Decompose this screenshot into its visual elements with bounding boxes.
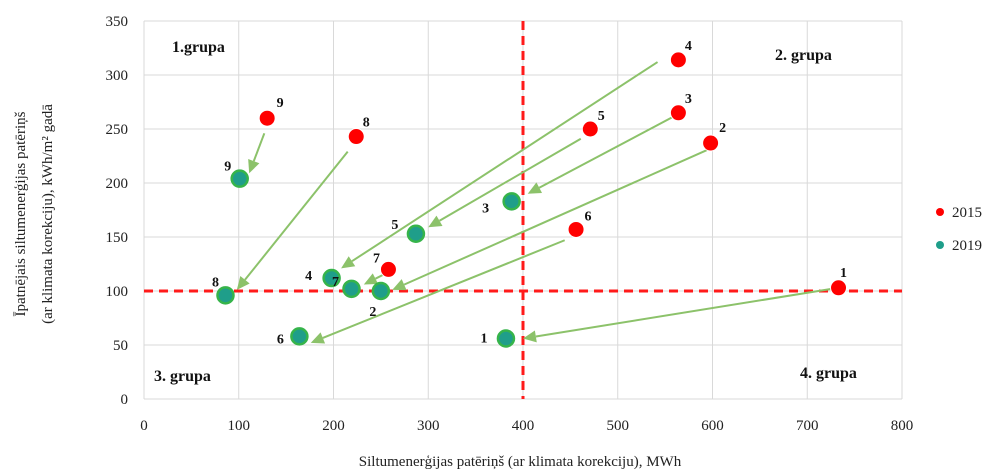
group-label-3: 3. grupa bbox=[154, 368, 211, 385]
threshold-lines bbox=[144, 21, 902, 399]
point-label-2015-7: 7 bbox=[373, 251, 380, 266]
point-labels: 1 2 3 4 5 6 7 8 9 1 2 3 4 5 6 7 8 9 bbox=[212, 39, 847, 347]
arrow-line-1 bbox=[535, 286, 839, 338]
x-tick-label: 600 bbox=[701, 418, 724, 434]
x-tick-label: 100 bbox=[228, 418, 251, 434]
point-2019-1 bbox=[496, 329, 516, 348]
x-tick-label: 700 bbox=[796, 418, 819, 434]
arrow-line-5 bbox=[438, 137, 582, 222]
point-2015-5 bbox=[581, 120, 599, 138]
point-2015-1 bbox=[830, 279, 848, 297]
point-2019-5 bbox=[406, 224, 426, 244]
point-label-2019-9: 9 bbox=[224, 160, 231, 175]
point-2019-7 bbox=[342, 279, 361, 299]
legend-label-2019: 2019 bbox=[952, 238, 982, 254]
arrow-head-7 bbox=[363, 273, 379, 285]
y-tick-label: 100 bbox=[106, 284, 129, 300]
point-2019-6 bbox=[290, 327, 309, 346]
legend-marker-2015 bbox=[936, 208, 944, 216]
arrow-line-9 bbox=[252, 132, 266, 162]
point-2019-3 bbox=[502, 192, 521, 211]
point-label-2015-4: 4 bbox=[685, 39, 692, 54]
arrow-head-4 bbox=[341, 256, 356, 269]
group-label-4: 4. grupa bbox=[800, 365, 857, 382]
point-label-2019-6: 6 bbox=[277, 332, 284, 347]
arrow-head-3 bbox=[527, 182, 543, 194]
point-label-2019-4: 4 bbox=[305, 269, 312, 284]
y-tick-label: 200 bbox=[106, 176, 129, 192]
point-2015-2 bbox=[702, 134, 720, 152]
arrow-head-2 bbox=[392, 279, 407, 291]
y-tick-label: 50 bbox=[113, 338, 128, 354]
y-axis-title-line2: (ar klimata korekciju), kWh/m² gadā bbox=[40, 104, 56, 324]
arrow-line-6 bbox=[322, 239, 566, 339]
arrow-head-9 bbox=[248, 158, 260, 174]
y-tick-label: 300 bbox=[106, 68, 129, 84]
arrow-head-1 bbox=[523, 330, 537, 343]
point-2015-7 bbox=[379, 260, 397, 278]
point-2019-9 bbox=[230, 169, 249, 188]
y-axis-title-line1: Īpatnējais siltumenerģijas patēriņš bbox=[13, 111, 29, 316]
arrow-line-2 bbox=[403, 147, 712, 286]
y-tick-label: 0 bbox=[121, 392, 129, 408]
arrow-line-8 bbox=[244, 151, 349, 281]
arrow-head-8 bbox=[236, 276, 250, 290]
point-label-2015-2: 2 bbox=[719, 121, 726, 136]
x-tick-label: 300 bbox=[417, 418, 440, 434]
point-2015-3 bbox=[669, 104, 687, 122]
tick-labels: 0 100 200 300 400 500 600 700 800 0 50 100 150 200 250… bbox=[106, 14, 914, 434]
point-label-2019-1: 1 bbox=[480, 332, 487, 347]
x-tick-label: 400 bbox=[512, 418, 535, 434]
arrows bbox=[236, 61, 839, 344]
point-2019-4 bbox=[322, 268, 341, 288]
data-points bbox=[216, 51, 848, 348]
legend: 2015 2019 bbox=[936, 205, 982, 254]
point-label-2019-7: 7 bbox=[332, 275, 339, 290]
point-2015-4 bbox=[669, 51, 687, 69]
point-label-2015-5: 5 bbox=[598, 109, 605, 124]
legend-label-2015: 2015 bbox=[952, 205, 982, 221]
x-tick-label: 200 bbox=[322, 418, 345, 434]
y-tick-label: 150 bbox=[106, 230, 129, 246]
point-label-2019-5: 5 bbox=[391, 218, 398, 233]
arrow-head-5 bbox=[428, 215, 443, 228]
y-tick-label: 250 bbox=[106, 122, 129, 138]
arrow-line-4 bbox=[351, 61, 659, 263]
point-label-2015-8: 8 bbox=[363, 116, 370, 131]
x-tick-label: 800 bbox=[891, 418, 914, 434]
point-label-2015-9: 9 bbox=[277, 96, 284, 111]
x-tick-label: 0 bbox=[140, 418, 148, 434]
group-label-2: 2. grupa bbox=[775, 47, 832, 64]
point-2015-9 bbox=[258, 109, 276, 127]
point-2015-8 bbox=[347, 128, 365, 146]
point-label-2015-3: 3 bbox=[685, 92, 692, 107]
point-label-2019-8: 8 bbox=[212, 275, 219, 290]
arrow-head-6 bbox=[310, 332, 326, 344]
point-label-2015-6: 6 bbox=[585, 209, 592, 224]
point-label-2019-3: 3 bbox=[482, 201, 489, 216]
point-2019-8 bbox=[216, 286, 235, 305]
point-label-2019-2: 2 bbox=[369, 305, 376, 320]
group-label-1: 1.grupa bbox=[172, 39, 225, 56]
point-2019-2 bbox=[371, 281, 391, 301]
point-label-2015-1: 1 bbox=[840, 266, 847, 281]
x-tick-label: 500 bbox=[607, 418, 630, 434]
x-axis-title: Siltumenerģijas patēriņš (ar klimata kor… bbox=[359, 454, 682, 470]
y-tick-label: 350 bbox=[106, 14, 129, 30]
point-2015-6 bbox=[567, 220, 585, 238]
legend-marker-2019 bbox=[936, 241, 944, 249]
arrow-line-3 bbox=[538, 115, 676, 189]
